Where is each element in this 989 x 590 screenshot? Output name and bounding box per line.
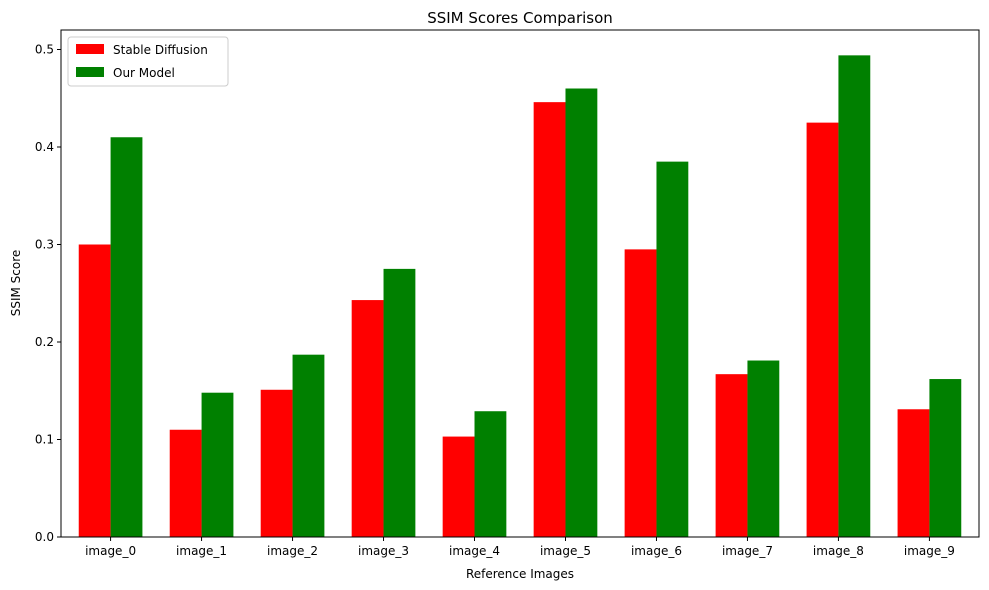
- bar-stable-diffusion-image_3: [351, 300, 384, 537]
- bar-our-model-image_4: [474, 411, 507, 537]
- y-tick-label: 0.2: [35, 335, 54, 349]
- bar-stable-diffusion-image_9: [897, 409, 930, 537]
- x-tick-label: image_5: [540, 544, 591, 558]
- x-axis-label: Reference Images: [466, 567, 574, 581]
- bar-stable-diffusion-image_0: [78, 244, 111, 537]
- bar-our-model-image_3: [383, 268, 416, 538]
- legend: Stable Diffusion Our Model: [67, 36, 229, 87]
- legend-frame: [67, 36, 229, 87]
- chart-title: SSIM Scores Comparison: [427, 9, 613, 27]
- legend-swatch-stable-diffusion: [76, 44, 104, 54]
- bar-stable-diffusion-image_8: [806, 122, 839, 538]
- x-tick-label: image_4: [449, 544, 500, 558]
- bar-stable-diffusion-image_5: [533, 102, 566, 538]
- y-tick-label: 0.5: [35, 43, 54, 57]
- x-tick-label: image_1: [176, 544, 227, 558]
- bar-our-model-image_6: [656, 161, 689, 538]
- y-tick-label: 0.4: [35, 140, 54, 154]
- x-tick-label: image_7: [722, 544, 773, 558]
- legend-label-stable-diffusion: Stable Diffusion: [113, 43, 208, 57]
- bar-stable-diffusion-image_1: [169, 429, 202, 537]
- bar-our-model-image_7: [747, 360, 780, 537]
- bar-stable-diffusion-image_2: [260, 389, 293, 537]
- legend-label-our-model: Our Model: [113, 66, 175, 80]
- y-tick-label: 0.1: [35, 433, 54, 447]
- bar-stable-diffusion-image_4: [442, 436, 475, 537]
- bar-our-model-image_9: [929, 379, 962, 537]
- y-axis-label: SSIM Score: [9, 250, 23, 317]
- x-tick-label: image_8: [813, 544, 864, 558]
- legend-swatch-our-model: [76, 67, 104, 77]
- bar-our-model-image_5: [565, 88, 598, 537]
- plot-area: image_0 image_1 image_2 image_3 image_4 image…: [35, 43, 962, 558]
- plot-frame: [60, 29, 980, 538]
- x-tick-label: image_6: [631, 544, 682, 558]
- bar-our-model-image_2: [292, 354, 325, 537]
- bar-stable-diffusion-image_7: [715, 374, 748, 537]
- bar-our-model-image_8: [838, 55, 871, 537]
- y-tick-label: 0.0: [35, 530, 54, 544]
- bar-our-model-image_0: [110, 137, 143, 537]
- bar-our-model-image_1: [201, 392, 234, 537]
- x-tick-label: image_3: [358, 544, 409, 558]
- bar-stable-diffusion-image_6: [624, 249, 657, 538]
- y-tick-label: 0.3: [35, 238, 54, 252]
- x-tick-label: image_0: [85, 544, 136, 558]
- x-tick-label: image_2: [267, 544, 318, 558]
- x-tick-label: image_9: [904, 544, 955, 558]
